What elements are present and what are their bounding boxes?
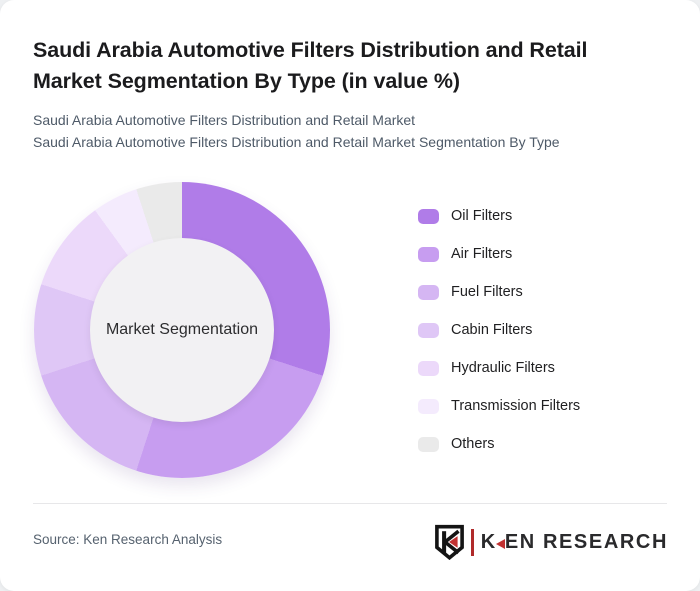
legend-label: Oil Filters (451, 208, 513, 224)
ken-research-logo: K EN RESEARCH (434, 524, 668, 560)
legend-swatch (418, 398, 439, 414)
legend-swatch (418, 246, 439, 262)
logo-text-rest: EN RESEARCH (504, 530, 668, 553)
legend-item: Air Filters (418, 243, 580, 265)
legend-item: Hydraulic Filters (418, 357, 580, 379)
legend-swatch (418, 436, 439, 452)
logo-separator (470, 528, 474, 556)
legend-swatch (418, 208, 439, 224)
page-title: Saudi Arabia Automotive Filters Distribu… (33, 38, 588, 93)
logo-letter-k: K (480, 530, 497, 553)
subtitle-line-2: Saudi Arabia Automotive Filters Distribu… (33, 133, 560, 150)
legend-item: Transmission Filters (418, 395, 580, 417)
legend-swatch (418, 322, 439, 338)
legend-label: Fuel Filters (451, 284, 523, 300)
legend-swatch (418, 284, 439, 300)
legend-swatch (418, 360, 439, 376)
donut-chart: Market Segmentation (34, 182, 330, 478)
subtitle-block: Saudi Arabia Automotive Filters Distribu… (33, 110, 673, 153)
legend-item: Cabin Filters (418, 319, 580, 341)
legend-label: Air Filters (451, 246, 513, 262)
donut-center-label: Market Segmentation (105, 321, 259, 338)
donut-center: Market Segmentation (90, 238, 274, 422)
legend-label: Others (451, 436, 495, 452)
legend-label: Cabin Filters (451, 322, 533, 338)
legend-item: Oil Filters (418, 205, 580, 227)
subtitle-line-1: Saudi Arabia Automotive Filters Distribu… (33, 112, 416, 128)
ken-research-shield-icon (434, 524, 464, 560)
legend-label: Hydraulic Filters (451, 360, 555, 376)
logo-wordmark: K EN RESEARCH (481, 531, 668, 554)
footer-divider (33, 503, 667, 504)
logo-red-triangle-icon (495, 538, 505, 549)
legend-item: Others (418, 433, 580, 455)
legend-item: Fuel Filters (418, 281, 580, 303)
legend-label: Transmission Filters (451, 398, 581, 414)
chart-legend: Oil Filters Air Filters Fuel Filters Cabin … (418, 205, 580, 455)
source-note: Source: Ken Research Analysis (33, 532, 223, 547)
